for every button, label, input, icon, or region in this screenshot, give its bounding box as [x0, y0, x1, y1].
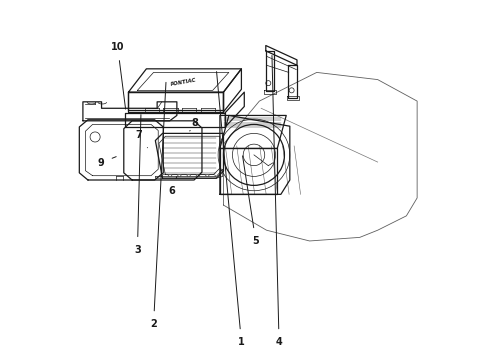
Text: PONTIAC: PONTIAC — [170, 77, 196, 87]
Text: 1: 1 — [217, 72, 245, 347]
Text: 2: 2 — [150, 82, 166, 329]
Text: 6: 6 — [168, 176, 177, 197]
Text: 8: 8 — [190, 118, 198, 131]
Text: 9: 9 — [98, 157, 116, 168]
Text: 4: 4 — [272, 55, 282, 347]
Text: 3: 3 — [134, 114, 141, 255]
Text: 10: 10 — [111, 42, 125, 109]
Text: 5: 5 — [243, 156, 259, 246]
Text: 7: 7 — [136, 130, 147, 148]
